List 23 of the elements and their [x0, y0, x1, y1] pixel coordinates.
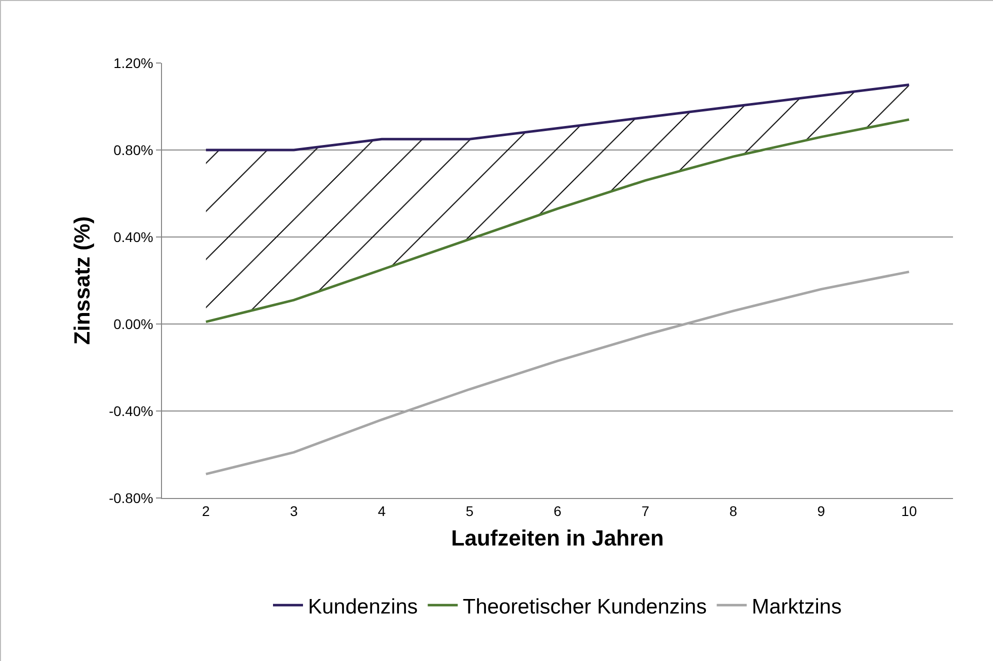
legend-label: Marktzins — [752, 595, 842, 618]
line-series — [204, 118, 910, 324]
y-tick-label: 0.80% — [113, 142, 154, 158]
y-tick-label: 1.20% — [113, 54, 154, 71]
x-tick-label: 6 — [554, 502, 562, 519]
x-tick-label: 5 — [466, 502, 474, 519]
legend-label: Kundenzins — [308, 595, 418, 618]
y-tick-label: -0.80% — [108, 490, 154, 506]
x-tick-label: 4 — [378, 502, 386, 519]
legend-label: Theoretischer Kundenzins — [462, 595, 707, 618]
line-series — [204, 84, 910, 152]
y-tick-label: -0.40% — [108, 402, 154, 419]
y-axis-title: Zinssatz (%) — [70, 216, 95, 345]
line-series — [204, 270, 910, 476]
x-tick-label: 3 — [290, 502, 298, 519]
x-tick-label: 10 — [901, 502, 918, 519]
x-axis-title: Laufzeiten in Jahren — [451, 526, 664, 551]
x-tick-label: 2 — [202, 502, 210, 519]
y-tick-label: 0.40% — [113, 228, 154, 245]
y-tick-label: 0.00% — [113, 316, 154, 332]
x-tick-label: 7 — [641, 502, 650, 519]
x-tick-label: 9 — [817, 502, 826, 519]
x-tick-label: 8 — [729, 502, 738, 519]
